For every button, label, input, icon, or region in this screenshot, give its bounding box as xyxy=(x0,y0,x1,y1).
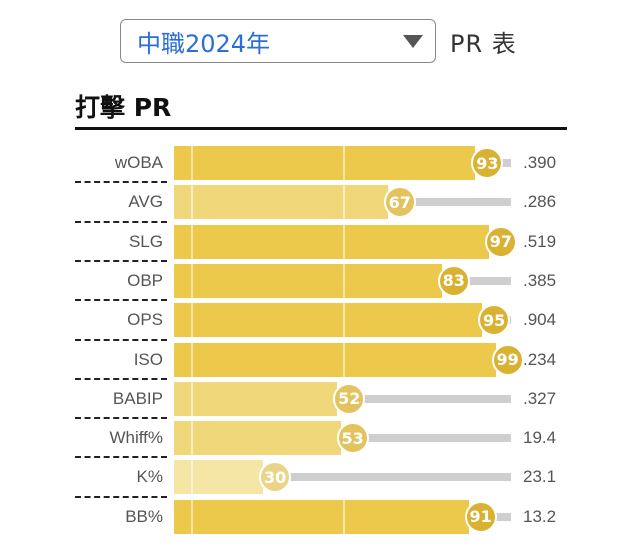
reference-line-mid xyxy=(342,303,345,338)
percentile-track: 97 xyxy=(174,224,517,259)
stat-value-ops: .904 xyxy=(523,310,557,330)
row-separator xyxy=(75,377,167,380)
percentile-badge-avg: 67 xyxy=(383,186,416,219)
stat-label-iso: ISO xyxy=(133,349,163,369)
reference-line-mid xyxy=(342,499,345,534)
row-separator xyxy=(75,495,167,498)
reference-line-mid xyxy=(342,224,345,259)
stat-label-ops: OPS xyxy=(127,310,163,330)
percentile-bar-iso xyxy=(174,342,496,377)
percentile-remaining xyxy=(352,434,511,443)
row-separator xyxy=(75,181,167,184)
row-separator xyxy=(75,299,167,302)
row-separator xyxy=(75,259,167,262)
stat-row-k-pct: K% 30 23.1 xyxy=(0,456,641,495)
reference-line-mid xyxy=(342,263,345,298)
reference-line-low xyxy=(190,460,193,495)
percentile-bar-whiff-pct xyxy=(174,421,341,456)
stat-row-avg: AVG 67 .286 xyxy=(0,181,641,220)
reference-line-low xyxy=(190,303,193,338)
percentile-track: 52 xyxy=(174,381,511,416)
percentile-bar-bb-pct xyxy=(174,499,469,534)
percentile-bar-k-pct xyxy=(174,460,264,495)
stat-value-bb-pct: 13.2 xyxy=(523,506,557,526)
chevron-down-icon[interactable] xyxy=(403,34,423,48)
stat-value-avg: .286 xyxy=(523,192,557,212)
stat-label-avg: AVG xyxy=(128,192,163,212)
row-separator xyxy=(75,417,167,420)
row-separator xyxy=(75,220,167,223)
percentile-remaining xyxy=(399,198,511,207)
reference-line-low xyxy=(190,146,193,180)
stat-row-obp: OBP 83 .385 xyxy=(0,259,641,298)
reference-line-low xyxy=(190,224,193,259)
stat-row-bb-pct: BB% 91 13.2 xyxy=(0,495,641,534)
percentile-bar-babip xyxy=(174,381,338,416)
percentile-track: 91 xyxy=(174,499,511,534)
percentile-bar-obp xyxy=(174,263,442,298)
season-select[interactable]: 中職2024年 xyxy=(120,19,436,63)
stat-row-whiff-pct: Whiff% 53 19.4 xyxy=(0,417,641,456)
stat-label-whiff-pct: Whiff% xyxy=(109,428,163,448)
stat-value-whiff-pct: 19.4 xyxy=(523,428,557,448)
stat-value-k-pct: 23.1 xyxy=(523,467,557,487)
stat-label-bb-pct: BB% xyxy=(125,506,163,526)
row-separator xyxy=(75,338,167,341)
stat-value-iso: .234 xyxy=(523,349,557,369)
section-divider xyxy=(75,127,567,130)
reference-line-low xyxy=(190,185,193,220)
reference-line-low xyxy=(190,381,193,416)
percentile-track: 83 xyxy=(174,263,511,298)
percentile-track: 67 xyxy=(174,185,511,220)
row-separator xyxy=(75,456,167,459)
percentile-badge-k-pct: 30 xyxy=(259,461,292,494)
percentile-bar-avg xyxy=(174,185,388,220)
percentile-track: 53 xyxy=(174,421,511,456)
percentile-track: 93 xyxy=(174,146,511,180)
season-select-value: 中職2024年 xyxy=(137,29,271,58)
percentile-badge-woba: 93 xyxy=(471,147,504,179)
reference-line-mid xyxy=(342,342,345,377)
percentile-remaining xyxy=(349,394,511,403)
stat-label-obp: OBP xyxy=(127,270,163,290)
stat-row-iso: ISO 99.234 xyxy=(0,338,641,377)
reference-line-low xyxy=(190,421,193,456)
percentile-badge-obp: 83 xyxy=(437,264,470,297)
reference-line-low xyxy=(190,499,193,534)
percentile-track: 30 xyxy=(174,460,511,495)
percentile-badge-ops: 95 xyxy=(478,304,511,337)
reference-line-low xyxy=(190,342,193,377)
percentile-badge-babip: 52 xyxy=(333,382,366,415)
percentile-badge-iso: 99 xyxy=(491,343,524,376)
stat-label-k-pct: K% xyxy=(136,467,163,487)
stat-value-woba: .390 xyxy=(523,153,557,172)
reference-line-mid xyxy=(342,146,345,180)
percentile-bar-woba xyxy=(174,146,476,180)
section-title: 打擊 PR xyxy=(75,93,172,122)
percentile-bar-ops xyxy=(174,303,483,338)
stat-value-babip: .327 xyxy=(523,388,557,408)
percentile-bar-slg xyxy=(174,224,489,259)
stat-value-obp: .385 xyxy=(523,270,557,290)
stat-row-ops: OPS 95 .904 xyxy=(0,299,641,338)
stat-row-slg: SLG 97 .519 xyxy=(0,220,641,259)
percentile-track: 95 xyxy=(174,303,511,338)
reference-line-mid xyxy=(342,185,345,220)
percentile-badge-bb-pct: 91 xyxy=(464,500,497,533)
percentile-track: 99 xyxy=(174,342,524,377)
stat-value-slg: .519 xyxy=(523,231,557,251)
stat-row-babip: BABIP 52 .327 xyxy=(0,377,641,416)
percentile-badge-slg: 97 xyxy=(484,225,517,258)
stat-label-babip: BABIP xyxy=(112,388,163,408)
percentile-remaining xyxy=(275,473,511,482)
percentile-remaining xyxy=(453,276,511,285)
stat-row-woba: wOBA 93 .390 xyxy=(0,146,641,180)
top-bar: 中職2024年 PR 表 xyxy=(120,19,517,63)
stat-label-slg: SLG xyxy=(128,231,163,251)
stat-label-woba: wOBA xyxy=(114,153,163,172)
pr-table-label: PR 表 xyxy=(450,29,517,58)
percentile-badge-whiff-pct: 53 xyxy=(336,422,369,455)
reference-line-low xyxy=(190,263,193,298)
